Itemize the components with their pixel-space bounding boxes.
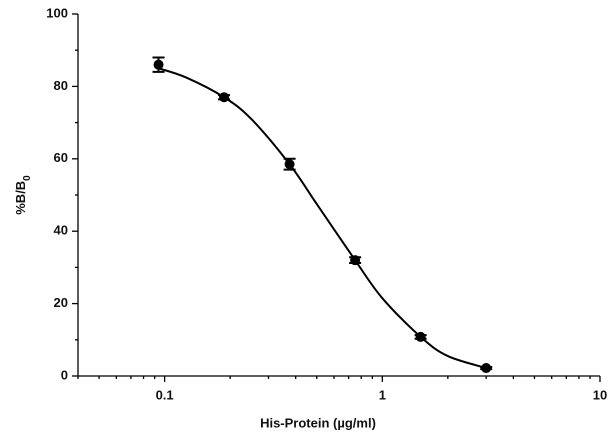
y-axis-label-text: %B/B [13,181,28,215]
y-tick-label: 100 [46,5,68,20]
data-point [153,59,164,70]
x-tick-label: 0.1 [156,387,174,402]
y-axis-label-subscript: 0 [22,175,33,181]
data-point [284,159,295,170]
data-point [219,92,230,103]
y-tick-label: 40 [54,223,68,238]
y-tick-label: 0 [61,367,68,382]
x-tick-label: 10 [593,387,607,402]
y-tick-label: 60 [54,150,68,165]
y-axis-label: %B/B0 [13,175,32,215]
fit-curve [158,67,487,369]
data-point [481,363,492,374]
y-tick-label: 20 [54,295,68,310]
y-tick-label: 80 [54,78,68,93]
x-axis-label: His-Protein (µg/ml) [260,415,376,430]
x-tick-label: 1 [379,387,386,402]
data-point [415,331,426,342]
data-point [350,255,361,266]
